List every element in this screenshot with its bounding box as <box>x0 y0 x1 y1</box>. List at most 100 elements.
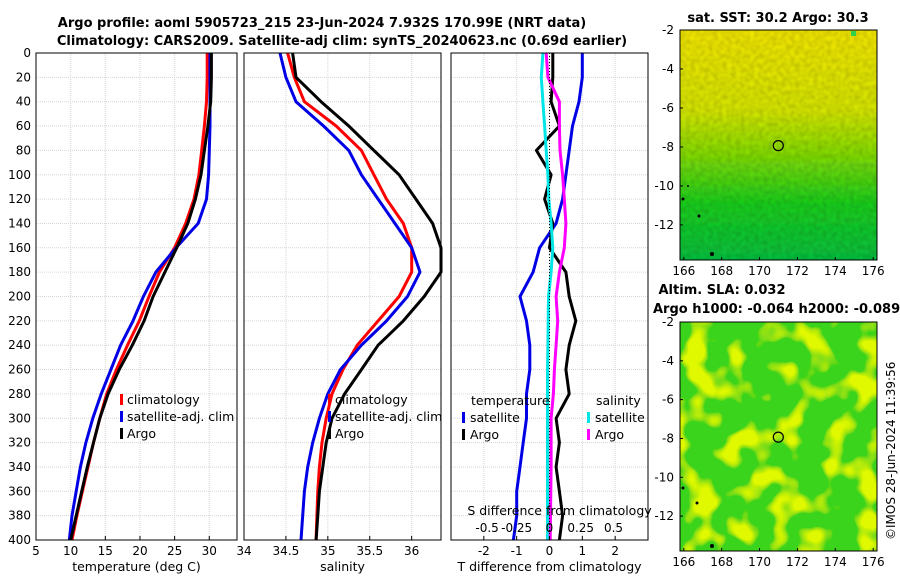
top-tick-label: -0.25 <box>501 521 532 535</box>
argo-position-marker <box>772 431 784 443</box>
y-tick-label: 20 <box>16 70 31 84</box>
series-line <box>544 52 568 541</box>
land-dot <box>697 214 701 218</box>
map-y-tick-label: -12 <box>654 218 674 232</box>
land-dot <box>695 501 699 505</box>
map-x-tick-label: 172 <box>786 264 809 278</box>
map-x-tick-label: 166 <box>672 555 695 569</box>
x-tick-label: 25 <box>167 544 182 558</box>
map-y-tick-label: -8 <box>662 431 674 445</box>
sst-map-title: sat. SST: 30.2 Argo: 30.3 <box>687 11 868 26</box>
top-tick-label: 0.5 <box>604 521 623 535</box>
imos-credit: ©IMOS 28-Jun-2024 11:39:56 <box>884 362 898 540</box>
x-tick-label: 2 <box>611 544 619 558</box>
sla-map-subtitle: Argo h1000: -0.064 h2000: -0.089 <box>653 302 900 317</box>
series-line <box>539 52 555 540</box>
salinity-panel: 34 34.5 35 35.5 36 salinity climatology satelli… <box>236 52 443 574</box>
x-tick-label: 35 <box>320 544 335 558</box>
sst-field <box>680 30 877 260</box>
y-tick-label: 360 <box>8 484 31 498</box>
legend-swatch <box>328 411 331 422</box>
legend-swatch <box>328 394 331 405</box>
map-x-tick-label: 176 <box>862 264 885 278</box>
x-tick-label: 30 <box>202 544 217 558</box>
legend-label: satellite-adj. clim <box>335 409 442 424</box>
y-tick-label: 160 <box>8 241 31 255</box>
x-tick-label: 15 <box>98 544 113 558</box>
legend-label: satellite <box>595 410 645 425</box>
sla-field <box>680 322 877 551</box>
map-x-tick-label: 170 <box>748 264 771 278</box>
legend-swatch <box>120 411 123 422</box>
map-y-tick-label: -10 <box>654 179 674 193</box>
y-tick-label: 260 <box>8 363 31 377</box>
map-y-tick-label: -4 <box>662 354 674 368</box>
sst-map-frame <box>679 29 878 261</box>
series-line <box>278 52 422 541</box>
series-line <box>286 52 414 541</box>
legend-swatch <box>120 394 123 405</box>
legend-label: climatology <box>335 392 408 407</box>
legend-swatch <box>328 428 331 439</box>
map-y-tick-label: -2 <box>662 23 674 37</box>
sst-pixel <box>851 31 856 36</box>
map-y-tick-label: -2 <box>662 315 674 329</box>
sla-map-title: Altim. SLA: 0.032 <box>659 283 786 298</box>
series-line <box>69 53 213 541</box>
x-axis-label: salinity <box>320 559 365 574</box>
y-tick-label: 220 <box>8 314 31 328</box>
map-x-tick-label: 174 <box>824 264 847 278</box>
legend-label: satellite-adj. clim <box>127 409 234 424</box>
x-tick-label: 34 <box>236 544 251 558</box>
y-tick-label: 340 <box>8 460 31 474</box>
legend-label: Argo <box>335 426 364 441</box>
x-tick-label: 5 <box>32 544 40 558</box>
y-tick-label: 0 <box>23 46 31 60</box>
argo-position-marker <box>772 140 784 152</box>
map-y-tick-label: -6 <box>662 393 674 407</box>
figure-title-line1: Argo profile: aoml 5905723_215 23-Jun-20… <box>58 16 586 31</box>
map-y-tick-label: -12 <box>654 509 674 523</box>
map-x-tick-label: 176 <box>862 555 885 569</box>
land-dot <box>710 252 714 256</box>
legend-swatch <box>462 429 465 440</box>
x-tick-label: 10 <box>63 544 78 558</box>
difference-panel: -2 -1 0 1 2T difference from climatology temp… <box>450 52 652 574</box>
legend-swatch <box>462 412 465 423</box>
axes-frame <box>243 52 442 541</box>
land-dot <box>687 185 689 187</box>
legend-title-temperature: temperature <box>471 393 550 408</box>
y-tick-label: 140 <box>8 216 31 230</box>
map-x-tick-label: 172 <box>786 555 809 569</box>
y-tick-label: 180 <box>8 265 31 279</box>
x-tick-label: 0 <box>546 544 554 558</box>
legend-label: Argo <box>595 427 624 442</box>
x-tick-label: 36 <box>404 544 419 558</box>
y-tick-label: 100 <box>8 168 31 182</box>
top-tick-label: -0.5 <box>475 521 498 535</box>
land-dot <box>681 197 685 201</box>
map-x-tick-label: 168 <box>710 555 733 569</box>
legend-title-salinity: salinity <box>596 393 641 408</box>
legend-label: climatology <box>127 392 200 407</box>
top-tick-label: 0 <box>546 521 554 535</box>
y-tick-label: 300 <box>8 411 31 425</box>
top-tick-label: 0.25 <box>567 521 594 535</box>
series-line <box>67 53 212 541</box>
sla-map-frame <box>679 321 878 552</box>
map-x-tick-label: 174 <box>824 555 847 569</box>
series-line <box>534 53 578 541</box>
sla-map: Altim. SLA: 0.032 Argo h1000: -0.064 h20… <box>653 283 900 569</box>
land-dot <box>681 486 685 490</box>
x-tick-label: 20 <box>132 544 147 558</box>
legend-swatch <box>587 429 590 440</box>
x-tick-label: 1 <box>579 544 587 558</box>
y-tick-label: 200 <box>8 290 31 304</box>
map-x-tick-label: 170 <box>748 555 771 569</box>
map-x-tick-label: 168 <box>710 264 733 278</box>
x-tick-label: 35.5 <box>356 544 383 558</box>
legend-label: Argo <box>470 427 499 442</box>
temperature-panel: 5 10 15 20 25 3002040608010012014016018020022… <box>8 46 238 574</box>
axes-frame <box>35 52 238 541</box>
